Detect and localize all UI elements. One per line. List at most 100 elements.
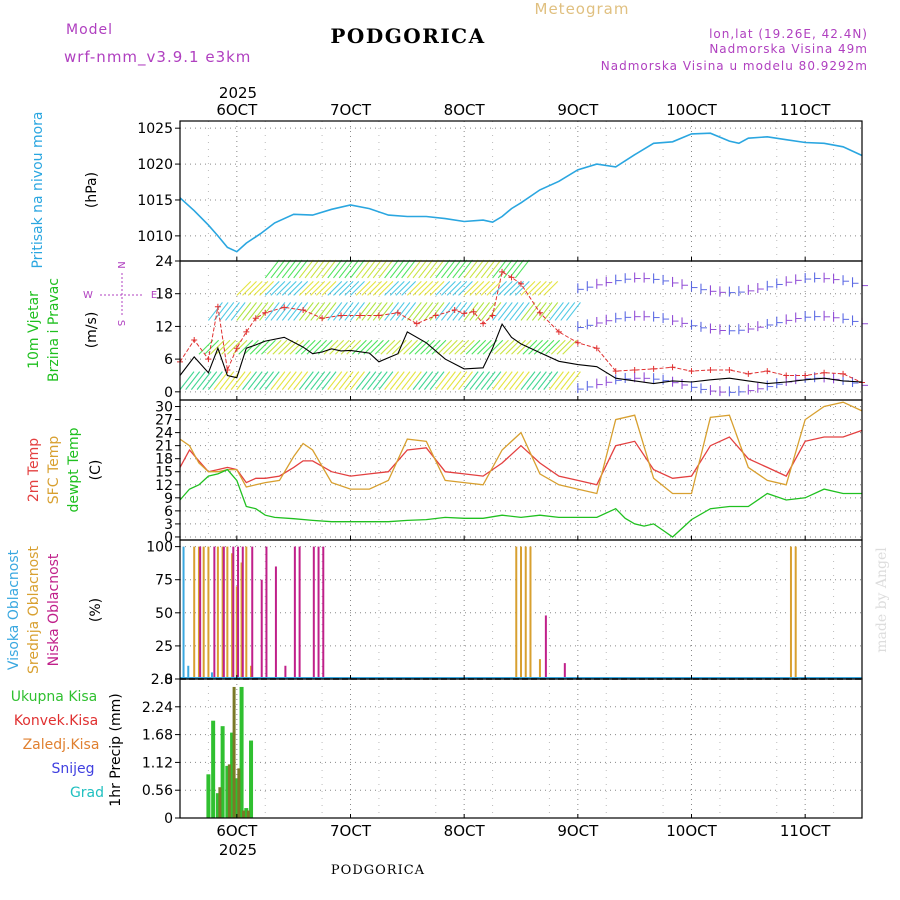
- wind-barb: [492, 371, 508, 390]
- cloud-bar: [563, 663, 566, 679]
- precip-bar-total: [249, 740, 254, 818]
- cloud-bar: [322, 546, 325, 679]
- time-label-top: 11OCT: [780, 101, 831, 119]
- gust-marker: [840, 370, 847, 377]
- gust-marker: [688, 368, 695, 375]
- y-tick-label: 3: [164, 517, 173, 533]
- wind-barb: [423, 371, 439, 390]
- precip-bar-total: [244, 808, 249, 818]
- wind-barb: [562, 339, 578, 355]
- wind-barb: [315, 371, 331, 390]
- cloud-bar: [232, 546, 235, 679]
- wind-barb: [304, 280, 320, 296]
- wind-barb: [475, 259, 490, 279]
- y-tick-label: 2.24: [142, 700, 173, 716]
- wind-barb: [537, 302, 553, 321]
- gust-marker: [593, 345, 600, 352]
- wind-barb: [253, 280, 269, 296]
- footer-title: PODGORICA: [331, 863, 425, 878]
- cloud-bar: [524, 546, 527, 679]
- wind-barb: [298, 280, 314, 296]
- y-tick-label: 12: [155, 478, 173, 494]
- wind-barb: [429, 280, 445, 296]
- wind-barb: [471, 339, 487, 355]
- wind-barb: [270, 259, 286, 279]
- wind-barb: [289, 339, 305, 355]
- gust-marker: [574, 339, 581, 346]
- wind-barb: [287, 280, 303, 296]
- wind-barb: [369, 339, 384, 355]
- panel-frame: [179, 120, 863, 262]
- wind-barb: [442, 339, 458, 355]
- cloud-bar: [226, 546, 229, 679]
- wind-barb: [531, 371, 547, 390]
- wind-barb: [406, 371, 422, 390]
- wind-barb: [440, 259, 456, 279]
- wind-barb: [548, 371, 564, 390]
- wind-barb: [283, 339, 299, 355]
- gust-marker: [394, 309, 401, 316]
- watermark: made by Angel: [874, 547, 890, 653]
- year-label-top: 2025: [219, 84, 257, 102]
- wind-barb: [550, 339, 566, 355]
- wind-barb: [486, 371, 502, 390]
- wind-barb: [367, 259, 382, 279]
- wind-barb: [435, 259, 451, 279]
- cloud-bar: [193, 546, 196, 679]
- precip-bar-total: [220, 726, 225, 818]
- wind-barb: [554, 371, 570, 390]
- y-tick-label: 100: [146, 540, 173, 556]
- lonlat-label: lon,lat (19.26E, 42.4N): [709, 27, 868, 41]
- compass-n: N: [115, 261, 126, 268]
- gust-marker: [489, 312, 496, 319]
- wind-barb: [386, 339, 401, 355]
- wind-barb: [350, 371, 365, 390]
- y-tick-label: 50: [155, 606, 173, 622]
- wind-barb: [219, 371, 235, 390]
- y-tick-label: 1020: [137, 157, 173, 173]
- wind-ylabel-1: 10m Vjetar: [26, 291, 42, 369]
- wind-barb: [395, 371, 411, 390]
- wind-barb: [492, 280, 507, 296]
- wind-barb: [270, 280, 286, 296]
- temp-ylabel-2: dewpt Temp: [66, 427, 82, 512]
- wind-barb: [531, 280, 547, 296]
- wind-barb: [259, 302, 275, 321]
- cloud-bar: [202, 546, 205, 679]
- y-tick-label: 0: [164, 672, 173, 688]
- wind-barb: [463, 371, 479, 390]
- y-tick-label: 21: [155, 439, 173, 455]
- wind-barb: [520, 302, 536, 321]
- wind-barb: [378, 259, 394, 279]
- wind-barb: [236, 371, 252, 390]
- wind-barb: [207, 371, 223, 390]
- wind-barb: [221, 339, 237, 355]
- compass-s: S: [115, 320, 126, 326]
- wind-barb: [458, 302, 473, 321]
- gust-marker: [413, 320, 420, 327]
- wind-barb: [361, 259, 377, 279]
- pressure-line: [179, 132, 863, 253]
- y-tick-label: 24: [155, 254, 173, 270]
- gust-marker: [243, 328, 250, 335]
- cloud-bar: [187, 665, 190, 679]
- panel-cloud_cover: 0 25 50 75 100 Visoka Oblacnost Srednja Oblacn…: [6, 539, 863, 688]
- wind-barb: [298, 259, 314, 279]
- wind-barb: [441, 280, 456, 296]
- wind-barb: [213, 371, 229, 390]
- wind-barb: [361, 371, 377, 390]
- precip-bar-conv: [218, 787, 222, 818]
- wind-barb: [179, 371, 195, 390]
- wind-barb: [355, 302, 371, 321]
- cloud-bar: [216, 546, 219, 679]
- gust-marker: [205, 356, 212, 363]
- gust-marker: [783, 372, 790, 379]
- wind-barb: [367, 280, 382, 296]
- wind-barb: [255, 339, 271, 355]
- wind-barb: [560, 302, 576, 321]
- page-title: PODGORICA: [330, 24, 485, 48]
- panel-wind: 0 6 12 18 24 10m Vjetar Brzina i Pravac (m/s) N W…: [26, 254, 868, 401]
- wind-barb: [497, 280, 513, 296]
- precip-legend-item: Konvek.Kisa: [14, 713, 98, 729]
